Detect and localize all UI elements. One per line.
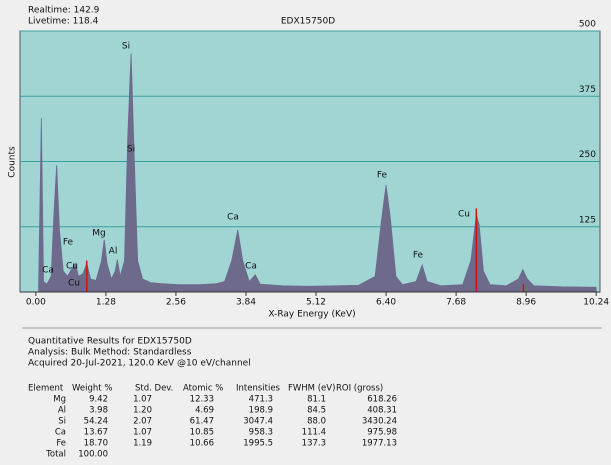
table-header: Std. Dev. — [135, 384, 173, 394]
peak-label: Al — [109, 247, 118, 257]
table-cell: 9.42 — [89, 395, 108, 405]
table-cell: Mg — [53, 395, 66, 405]
table-cell: Si — [58, 417, 66, 427]
x-tick-label: 2.56 — [166, 298, 186, 308]
table-cell: 12.33 — [190, 395, 214, 405]
peak-label: Fe — [377, 171, 388, 181]
table-cell: 1995.5 — [243, 439, 273, 449]
x-tick-label: 3.84 — [236, 298, 256, 308]
peak-label: Ca — [227, 213, 239, 223]
table-cell: 2.07 — [133, 417, 152, 427]
report-acquired: Acquired 20-Jul-2021, 120.0 KeV @10 eV/c… — [28, 359, 251, 369]
table-cell: 4.69 — [195, 406, 214, 416]
table-cell: 1.19 — [133, 439, 152, 449]
x-tick-label: 8.96 — [516, 298, 536, 308]
table-cell: 137.3 — [302, 439, 326, 449]
x-tick-label: 5.12 — [306, 298, 326, 308]
table-cell: 975.98 — [367, 428, 397, 438]
y-tick-label: 500 — [579, 20, 596, 30]
x-axis-label: X-Ray Energy (KeV) — [268, 310, 355, 320]
peak-label: Cu — [68, 279, 80, 289]
table-cell: 10.85 — [190, 428, 214, 438]
y-tick-label: 375 — [579, 85, 596, 95]
x-tick-label: 6.40 — [376, 298, 396, 308]
peak-label: Cu — [66, 262, 78, 272]
table-cell: 61.47 — [190, 417, 214, 427]
table-cell: Total — [45, 450, 66, 460]
report-analysis: Analysis: Bulk Method: Standardless — [28, 348, 192, 358]
table-cell: 54.24 — [84, 417, 108, 427]
table-cell: 3047.4 — [243, 417, 273, 427]
table-cell: 958.3 — [249, 428, 273, 438]
table-cell: 100.00 — [78, 450, 108, 460]
table-cell: 1977.13 — [362, 439, 397, 449]
peak-label: Fe — [63, 238, 74, 248]
table-cell: 81.1 — [307, 395, 326, 405]
table-cell: 198.9 — [249, 406, 273, 416]
peak-label: Si — [127, 145, 135, 155]
table-cell: 1.07 — [133, 428, 152, 438]
table-cell: 408.31 — [367, 406, 397, 416]
table-cell: 471.3 — [249, 395, 273, 405]
table-cell: 111.4 — [302, 428, 326, 438]
peak-label: Si — [122, 42, 130, 52]
table-cell: 84.5 — [307, 406, 326, 416]
report-title: Quantitative Results for EDX15750D — [28, 337, 192, 347]
table-cell: 10.66 — [190, 439, 214, 449]
table-cell: Al — [58, 406, 66, 416]
table-cell: Ca — [55, 428, 66, 438]
realtime: Realtime: 142.9 — [28, 6, 100, 16]
table-cell: 3.98 — [89, 406, 108, 416]
table-cell: Fe — [56, 439, 66, 449]
table-header: Element — [28, 384, 64, 394]
table-header: Atomic % — [183, 384, 223, 394]
table-header: ROI (gross) — [336, 384, 383, 394]
chart-title: EDX15750D — [281, 17, 335, 27]
peak-label: Cu — [458, 210, 470, 220]
table-cell: 1.07 — [133, 395, 152, 405]
peak-label: Mg — [92, 229, 105, 239]
table-cell: 18.70 — [84, 439, 108, 449]
peak-label: Fe — [413, 251, 424, 261]
x-tick-label: 1.28 — [96, 298, 116, 308]
table-cell: 1.20 — [133, 406, 152, 416]
results-table: Element Weight % Std. Dev. Atomic % Intensit… — [28, 384, 397, 460]
table-header: Intensities — [236, 384, 281, 394]
y-tick-label: 250 — [579, 150, 596, 160]
x-tick-label: 10.24 — [583, 298, 609, 308]
x-tick-label: 7.68 — [446, 298, 466, 308]
table-header: FWHM (eV) — [288, 384, 335, 394]
peak-label: Ca — [42, 266, 54, 276]
table-header: Weight % — [72, 384, 112, 394]
x-tick-label: 0.00 — [26, 298, 46, 308]
table-cell: 13.67 — [84, 428, 108, 438]
y-axis-label: Counts — [8, 146, 18, 178]
table-cell: 3430.24 — [362, 417, 397, 427]
table-cell: 88.0 — [307, 417, 326, 427]
peak-label: Ca — [245, 262, 257, 272]
y-tick-label: 125 — [579, 215, 596, 225]
livetime: Livetime: 118.4 — [28, 17, 99, 27]
table-cell: 618.26 — [367, 395, 397, 405]
